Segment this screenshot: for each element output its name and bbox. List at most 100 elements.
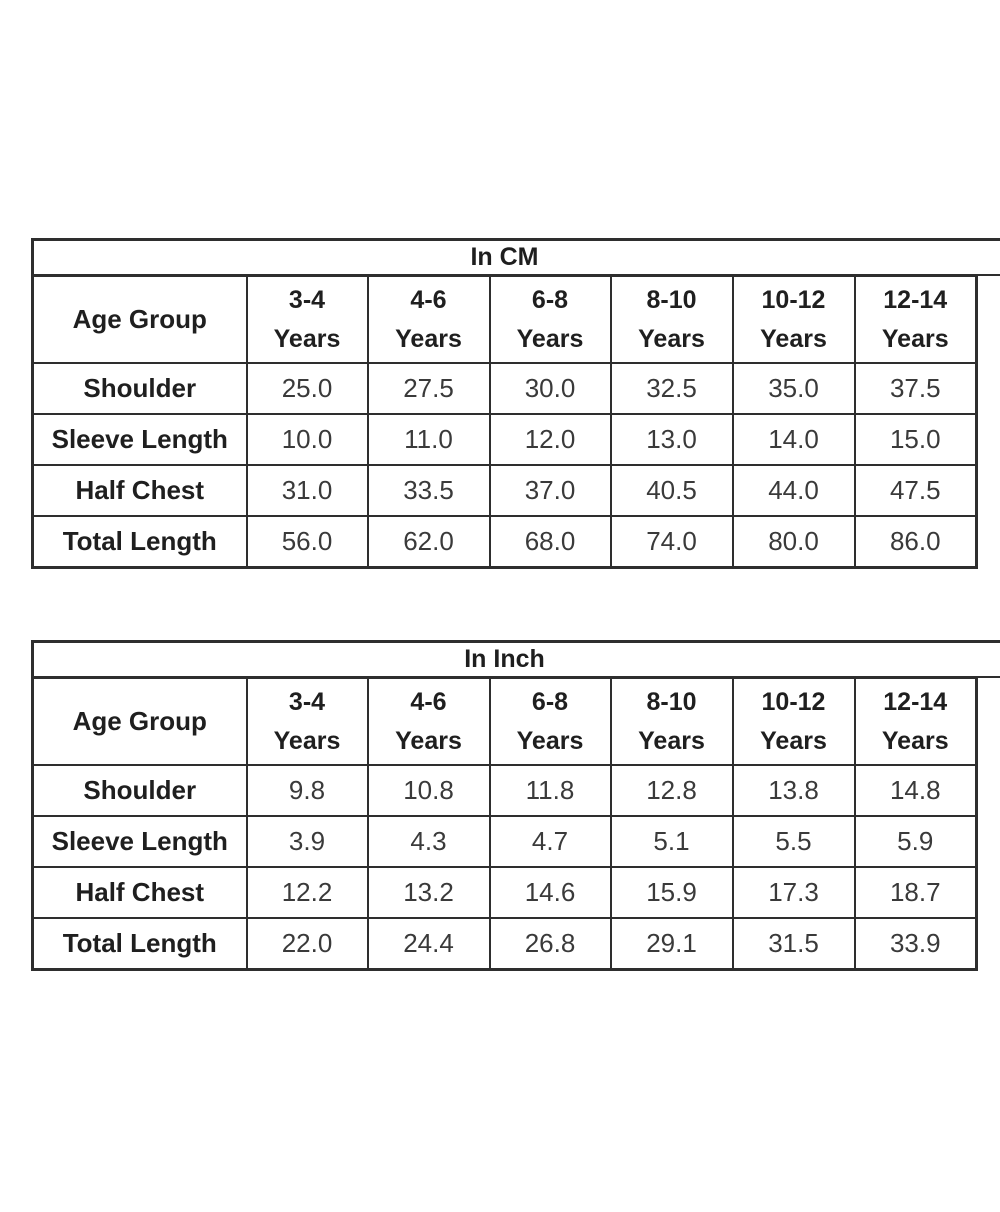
row-label: Half Chest — [31, 464, 248, 517]
table-row-half-chest: Half Chest 12.2 13.2 14.6 15.9 17.3 18.7 — [31, 866, 978, 919]
table-title-cm: In CM — [470, 243, 539, 271]
value-cell: 11.8 — [488, 764, 612, 817]
column-header: 10-12 Years — [731, 676, 856, 766]
age-unit: Years — [881, 324, 949, 353]
value-cell: 32.5 — [609, 362, 734, 415]
value-cell: 15.0 — [853, 413, 978, 466]
value-cell: 56.0 — [245, 515, 369, 569]
age-unit: Years — [516, 726, 584, 755]
value-cell: 12.8 — [609, 764, 734, 817]
value-cell: 12.0 — [488, 413, 612, 466]
row-label: Half Chest — [31, 866, 248, 919]
size-grid-cm: Age Group 3-4 Years 4-6 Years 6-8 Years … — [31, 274, 978, 569]
age-unit: Years — [516, 324, 584, 353]
age-unit: Years — [638, 726, 705, 755]
value-cell: 29.1 — [609, 917, 734, 971]
table-title-row-inch: In Inch — [31, 640, 1000, 678]
age-range: 12-14 — [883, 285, 948, 314]
row-label: Sleeve Length — [31, 413, 248, 466]
value-cell: 5.9 — [853, 815, 978, 868]
value-cell: 33.5 — [366, 464, 491, 517]
value-cell: 12.2 — [245, 866, 369, 919]
row-label: Sleeve Length — [31, 815, 248, 868]
value-cell: 14.8 — [853, 764, 978, 817]
table-row-shoulder: Shoulder 9.8 10.8 11.8 12.8 13.8 14.8 — [31, 764, 978, 817]
value-cell: 3.9 — [245, 815, 369, 868]
age-range: 4-6 — [410, 285, 447, 314]
value-cell: 47.5 — [853, 464, 978, 517]
value-cell: 35.0 — [731, 362, 856, 415]
age-range: 3-4 — [288, 285, 326, 314]
row-label: Total Length — [31, 917, 248, 971]
value-cell: 62.0 — [366, 515, 491, 569]
value-cell: 14.6 — [488, 866, 612, 919]
value-cell: 4.3 — [366, 815, 491, 868]
value-cell: 22.0 — [245, 917, 369, 971]
value-cell: 18.7 — [853, 866, 978, 919]
age-range: 8-10 — [646, 285, 697, 314]
value-cell: 33.9 — [853, 917, 978, 971]
table-row-shoulder: Shoulder 25.0 27.5 30.0 32.5 35.0 37.5 — [31, 362, 978, 415]
value-cell: 86.0 — [853, 515, 978, 569]
value-cell: 68.0 — [488, 515, 612, 569]
corner-header: Age Group — [31, 676, 248, 766]
table-row-sleeve-length: Sleeve Length 3.9 4.3 4.7 5.1 5.5 5.9 — [31, 815, 978, 868]
value-cell: 74.0 — [609, 515, 734, 569]
row-label: Shoulder — [31, 764, 248, 817]
value-cell: 10.0 — [245, 413, 369, 466]
value-cell: 25.0 — [245, 362, 369, 415]
value-cell: 24.4 — [366, 917, 491, 971]
table-title-inch: In Inch — [464, 645, 545, 673]
value-cell: 15.9 — [609, 866, 734, 919]
header-row: Age Group 3-4 Years 4-6 Years 6-8 Years … — [31, 676, 978, 766]
table-row-half-chest: Half Chest 31.0 33.5 37.0 40.5 44.0 47.5 — [31, 464, 978, 517]
value-cell: 44.0 — [731, 464, 856, 517]
value-cell: 31.5 — [731, 917, 856, 971]
column-header: 3-4 Years — [245, 274, 369, 364]
age-unit: Years — [273, 324, 341, 353]
value-cell: 4.7 — [488, 815, 612, 868]
column-header: 4-6 Years — [366, 676, 491, 766]
table-title-row-cm: In CM — [31, 238, 1000, 276]
value-cell: 11.0 — [366, 413, 491, 466]
value-cell: 13.0 — [609, 413, 734, 466]
age-range: 6-8 — [531, 687, 569, 716]
value-cell: 26.8 — [488, 917, 612, 971]
value-cell: 30.0 — [488, 362, 612, 415]
value-cell: 17.3 — [731, 866, 856, 919]
age-range: 8-10 — [646, 687, 697, 716]
value-cell: 14.0 — [731, 413, 856, 466]
age-unit: Years — [395, 324, 462, 353]
value-cell: 40.5 — [609, 464, 734, 517]
age-unit: Years — [638, 324, 705, 353]
column-header: 8-10 Years — [609, 676, 734, 766]
value-cell: 31.0 — [245, 464, 369, 517]
age-unit: Years — [395, 726, 462, 755]
column-header: 12-14 Years — [853, 274, 978, 364]
table-row-total-length: Total Length 56.0 62.0 68.0 74.0 80.0 86… — [31, 515, 978, 569]
value-cell: 9.8 — [245, 764, 369, 817]
age-range: 3-4 — [288, 687, 326, 716]
column-header: 4-6 Years — [366, 274, 491, 364]
column-header: 6-8 Years — [488, 676, 612, 766]
value-cell: 5.5 — [731, 815, 856, 868]
age-range: 10-12 — [761, 285, 826, 314]
table-row-sleeve-length: Sleeve Length 10.0 11.0 12.0 13.0 14.0 1… — [31, 413, 978, 466]
age-range: 4-6 — [410, 687, 447, 716]
age-range: 10-12 — [761, 687, 826, 716]
value-cell: 27.5 — [366, 362, 491, 415]
column-header: 3-4 Years — [245, 676, 369, 766]
column-header: 10-12 Years — [731, 274, 856, 364]
age-unit: Years — [760, 726, 827, 755]
size-grid-inch: Age Group 3-4 Years 4-6 Years 6-8 Years … — [31, 676, 978, 971]
row-label: Shoulder — [31, 362, 248, 415]
value-cell: 13.2 — [366, 866, 491, 919]
age-unit: Years — [760, 324, 827, 353]
size-table-cm: In CM Age Group 3-4 Years 4-6 Years 6-8 … — [31, 238, 1000, 569]
value-cell: 37.0 — [488, 464, 612, 517]
column-header: 8-10 Years — [609, 274, 734, 364]
age-unit: Years — [881, 726, 949, 755]
column-header: 12-14 Years — [853, 676, 978, 766]
age-range: 6-8 — [531, 285, 569, 314]
value-cell: 37.5 — [853, 362, 978, 415]
